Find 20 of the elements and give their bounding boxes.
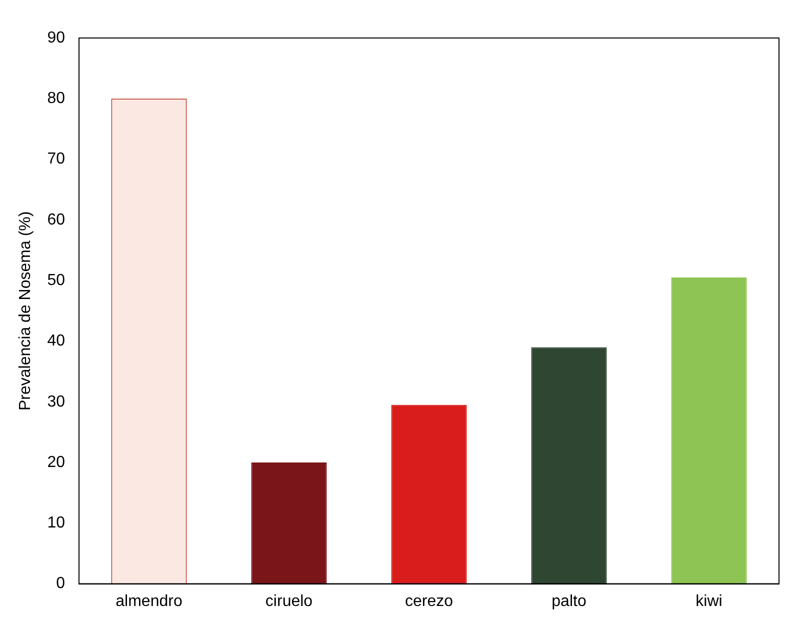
x-tick-label: cerezo — [404, 592, 454, 610]
y-tick-label: 80 — [47, 90, 66, 108]
x-tick-label: almendro — [116, 592, 182, 610]
x-tick-label: palto — [552, 592, 586, 610]
y-tick-label: 20 — [47, 454, 66, 471]
y-tick-label: 70 — [47, 150, 66, 168]
y-tick-label: 60 — [47, 211, 66, 228]
x-tick-label: ciruelo — [265, 592, 313, 610]
x-tick-label: kiwi — [696, 592, 722, 610]
y-axis-title: Prevalencia de Nosema (%) — [17, 211, 34, 410]
bar — [671, 278, 747, 584]
y-tick-label: 40 — [47, 332, 66, 350]
y-tick-label: 90 — [47, 29, 66, 46]
y-tick-label: 30 — [47, 393, 66, 410]
bar — [391, 404, 467, 584]
bar — [531, 347, 607, 584]
y-tick-label: 10 — [47, 514, 66, 532]
y-tick-label: 0 — [56, 575, 66, 592]
bar — [251, 462, 327, 584]
y-tick-label: 50 — [47, 272, 66, 289]
